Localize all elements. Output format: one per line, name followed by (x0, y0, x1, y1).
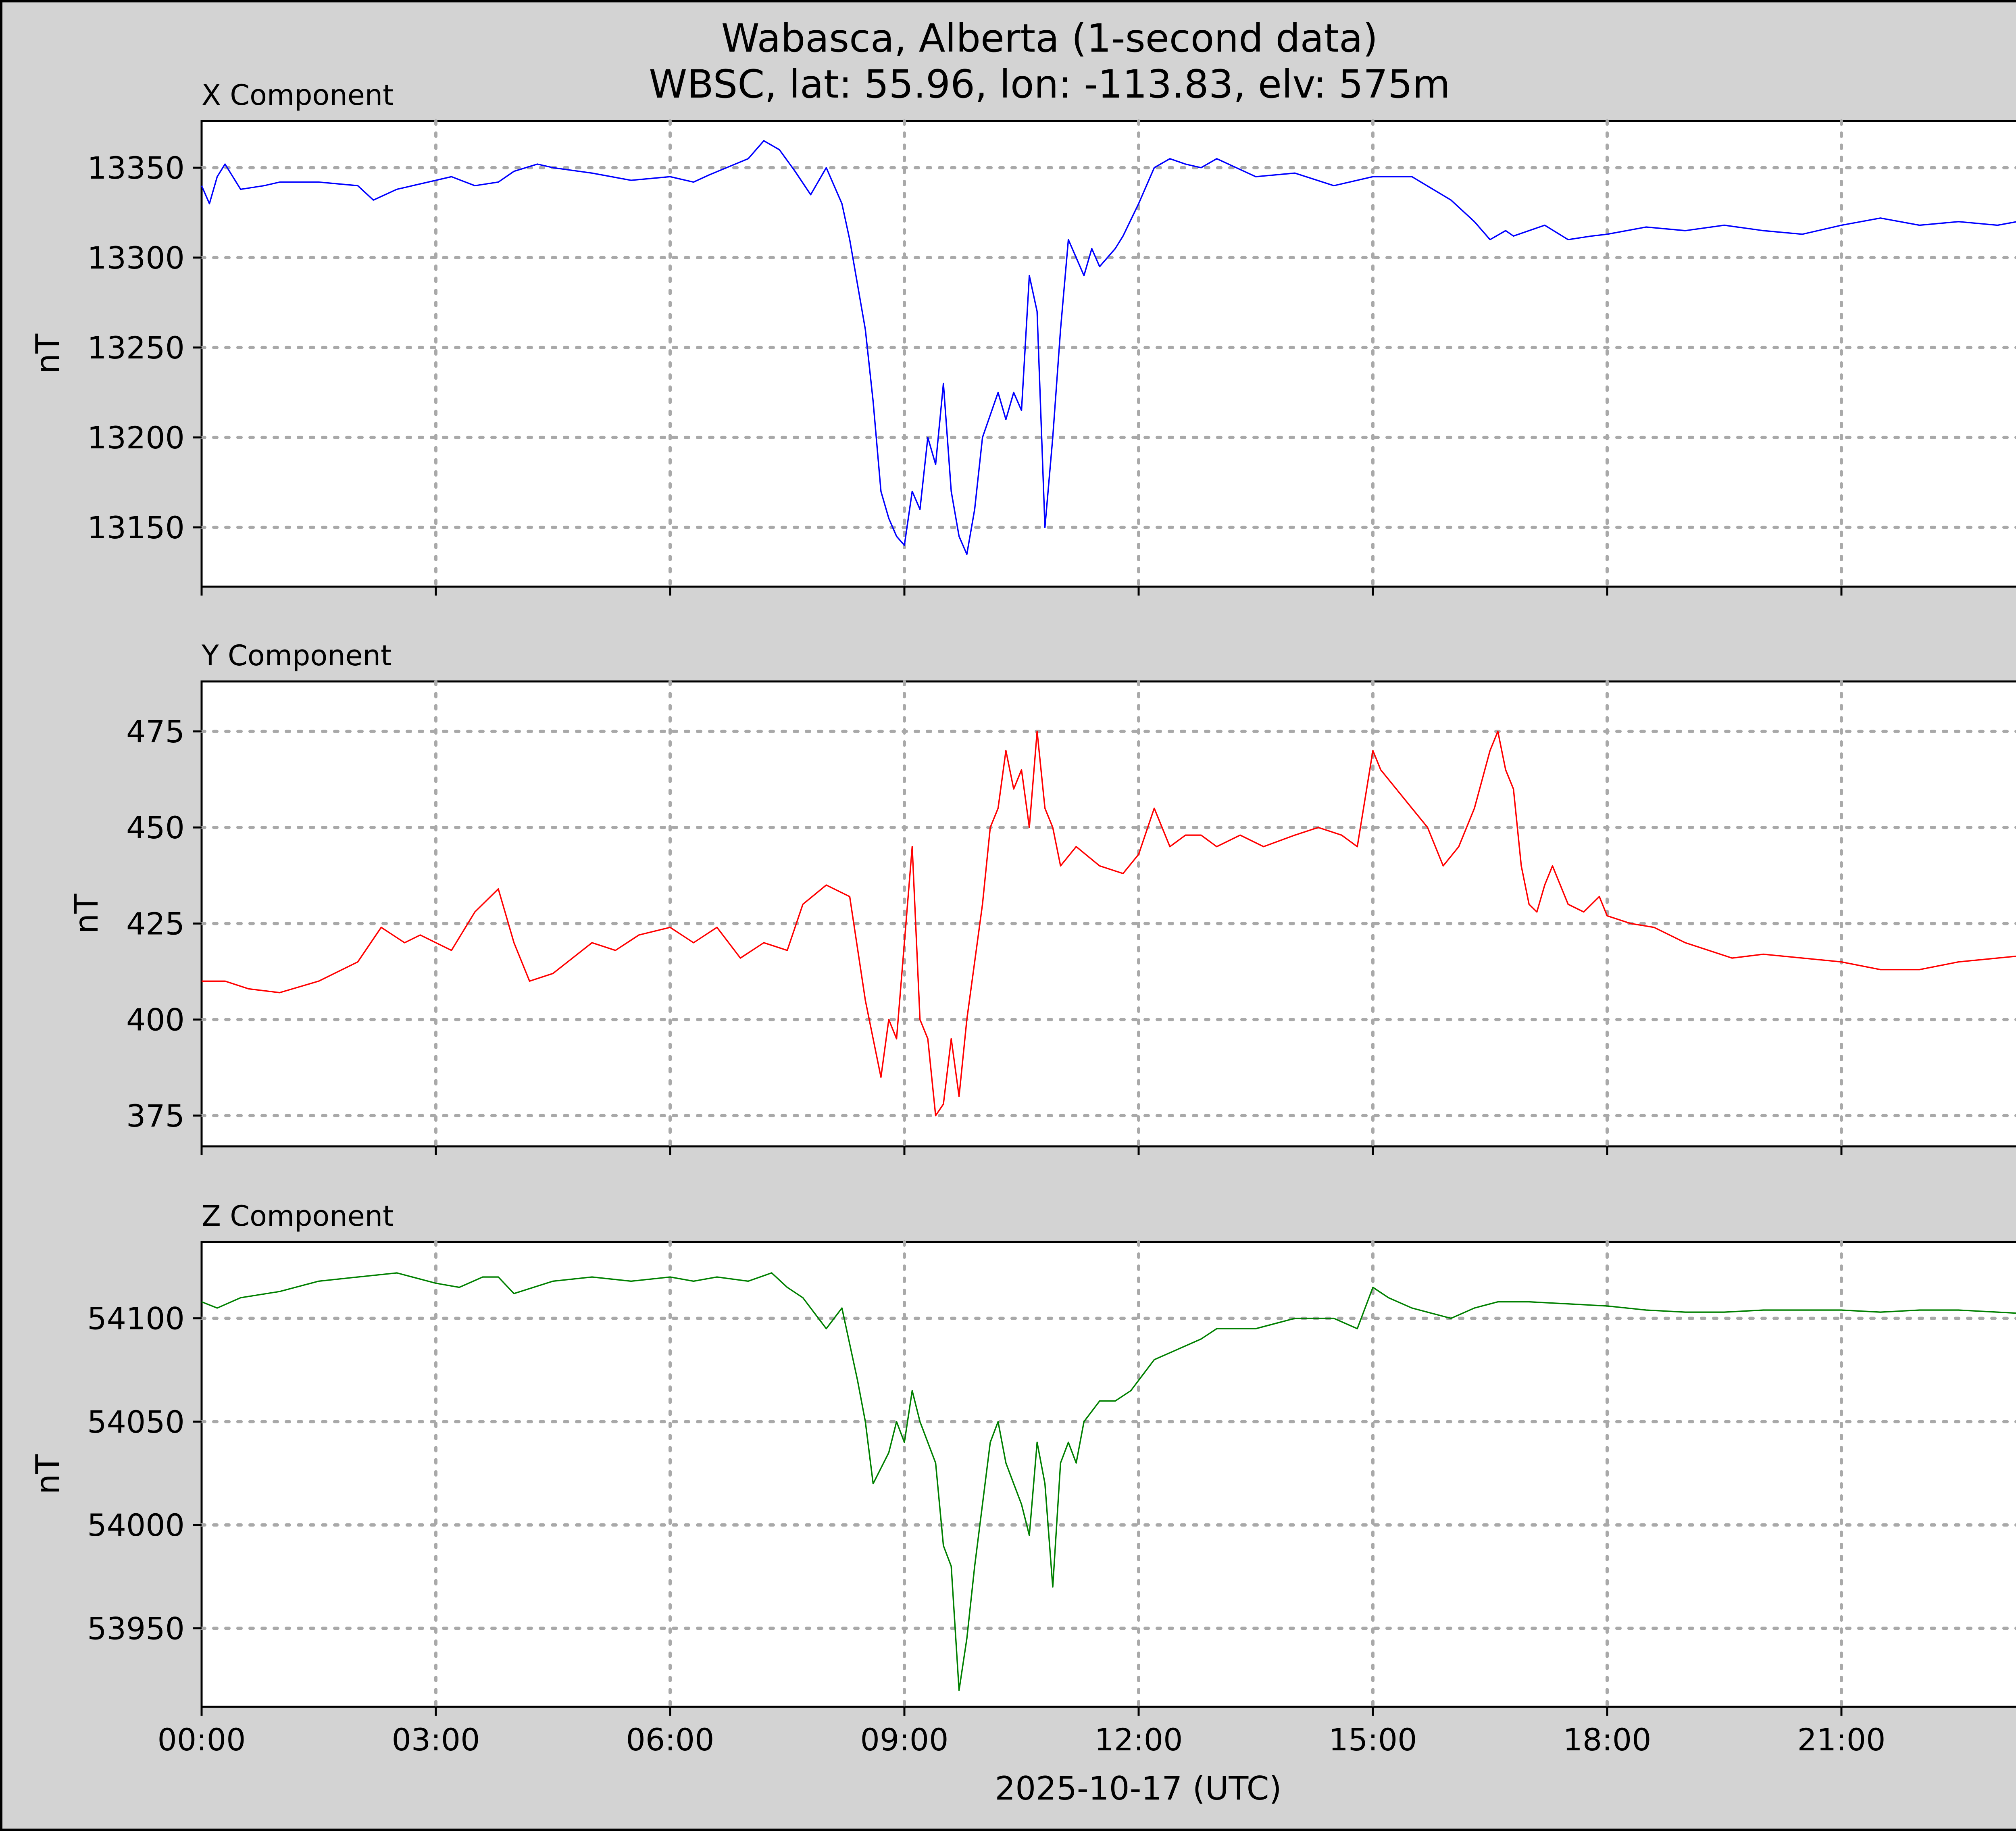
y-tick-label: 13200 (87, 420, 185, 456)
x-tick-label: 03:00 (392, 1722, 480, 1758)
y-tick-label: 54050 (87, 1404, 185, 1440)
x-axis-label: 2025-10-17 (UTC) (995, 1770, 1281, 1807)
y-tick-label: 400 (126, 1002, 185, 1038)
x-tick-label: 15:00 (1329, 1722, 1417, 1758)
y-tick-label: 425 (126, 906, 185, 942)
series-line-y (202, 731, 2016, 1117)
y-tick-label: 375 (126, 1098, 185, 1134)
series-line-x (201, 140, 2016, 555)
y-axis-label-y: nT (68, 894, 105, 934)
panels: X Component1315013200132501330013350nTY … (29, 79, 2016, 1758)
y-tick-label: 13300 (87, 240, 185, 276)
chart-subtitle: WBSC, lat: 55.96, lon: -113.83, elv: 575… (649, 62, 1450, 107)
y-axis-label-z: nT (29, 1454, 67, 1495)
y-axis-label-x: nT (29, 333, 67, 374)
y-tick-label: 13150 (87, 510, 185, 546)
plot-area-x (200, 120, 2016, 588)
y-tick-label: 13250 (87, 330, 185, 366)
panel-y: Y Component 375 400 425 450 475 nT (68, 639, 2016, 1155)
y-tick-label: 53950 (87, 1610, 185, 1646)
plot-area-y (200, 680, 2016, 1148)
x-tick-label: 06:00 (626, 1722, 714, 1758)
x-tick-label: 09:00 (860, 1722, 948, 1758)
y-tick-label: 475 (126, 714, 185, 750)
panel-title-y: Y Component (201, 639, 392, 672)
series-line-z (201, 1272, 2016, 1691)
y-tick-label: 54000 (87, 1507, 185, 1543)
y-tick-label: 54100 (87, 1301, 185, 1337)
x-tick-label: 18:00 (1563, 1722, 1651, 1758)
y-tick-label: 450 (126, 810, 185, 846)
panel-z: Z Component 00:00 03:00 06:00 09:00 12:00 15:0… (29, 1200, 2016, 1758)
x-tick-label: 12:00 (1094, 1722, 1183, 1758)
panel-title-x: X Component (202, 79, 394, 112)
chart-title: Wabasca, Alberta (1-second data) (721, 16, 1378, 61)
y-tick-label: 13350 (87, 150, 185, 186)
panel-title-z: Z Component (202, 1200, 394, 1233)
panel-x: X Component 13150 13200 13250 13300 13350 nT (29, 79, 2016, 596)
x-tick-label: 21:00 (1797, 1722, 1885, 1758)
x-tick-label: 00:00 (157, 1722, 246, 1758)
